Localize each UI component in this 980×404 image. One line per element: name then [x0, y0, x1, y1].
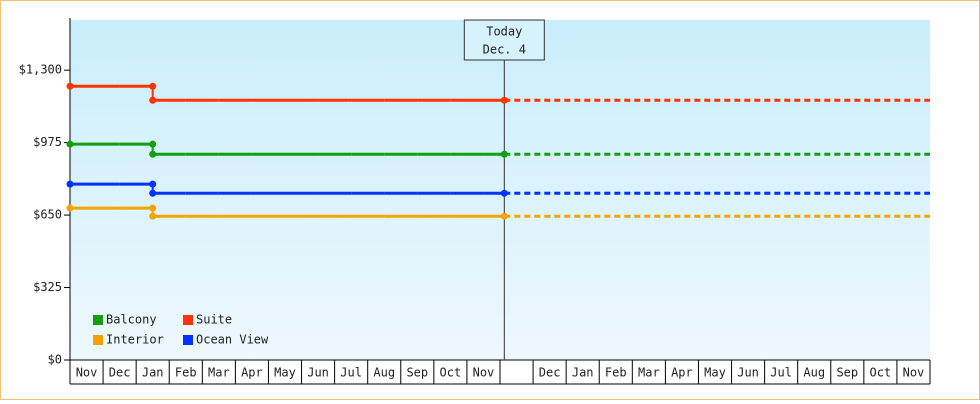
x-tick-label: Apr [241, 366, 263, 380]
point [149, 204, 157, 212]
point [66, 140, 74, 148]
point [66, 204, 74, 212]
x-tick-label: Nov [76, 366, 98, 380]
today-box [463, 19, 545, 61]
x-tick-label: Sep [836, 366, 858, 380]
x-tick-label: Mar [208, 366, 230, 380]
legend-label: Balcony [106, 313, 157, 327]
plot-area [70, 20, 930, 360]
annotation: Today [486, 25, 522, 39]
point [149, 180, 157, 188]
x-tick-label: Dec [109, 366, 131, 380]
x-tick-label: Nov [473, 366, 495, 380]
x-tick-label: Nov [903, 366, 925, 380]
x-tick-label: Mar [638, 366, 660, 380]
y-tick-label: $0 [48, 353, 62, 367]
legend-swatch [183, 335, 193, 345]
point [149, 96, 157, 104]
point [149, 82, 157, 90]
x-tick-label: Jan [572, 366, 594, 380]
legend-swatch [93, 315, 103, 325]
x-tick-label: Oct [440, 366, 462, 380]
point [66, 82, 74, 90]
y-tick-label: $975 [33, 135, 62, 149]
legend-swatch [183, 315, 193, 325]
legend-swatch [93, 335, 103, 345]
x-tick-label: Jul [770, 366, 792, 380]
point [149, 212, 157, 220]
point [149, 140, 157, 148]
x-tick-label: Jun [737, 366, 759, 380]
x-tick-label: Sep [406, 366, 428, 380]
x-tick-label: Aug [803, 366, 825, 380]
legend-label: Interior [106, 333, 164, 347]
point [149, 189, 157, 197]
x-tick-label: Dec [539, 366, 561, 380]
y-tick-label: $1,300 [19, 63, 62, 77]
x-tick-label: Feb [605, 366, 627, 380]
x-tick-label: Jun [307, 366, 329, 380]
legend-label: Suite [196, 313, 232, 327]
y-tick-label: $650 [33, 208, 62, 222]
x-tick-label: May [274, 366, 296, 380]
x-tick-label: Apr [671, 366, 693, 380]
x-tick-label: Feb [175, 366, 197, 380]
x-tick-label: Oct [870, 366, 892, 380]
annotation: Dec. 4 [483, 43, 526, 57]
x-tick-label: May [704, 366, 726, 380]
x-tick-label: Jul [340, 366, 362, 380]
x-tick-label: Aug [373, 366, 395, 380]
x-tick-label: Jan [142, 366, 164, 380]
point [149, 150, 157, 158]
y-tick-label: $325 [33, 280, 62, 294]
point [66, 180, 74, 188]
legend-label: Ocean View [196, 333, 269, 347]
